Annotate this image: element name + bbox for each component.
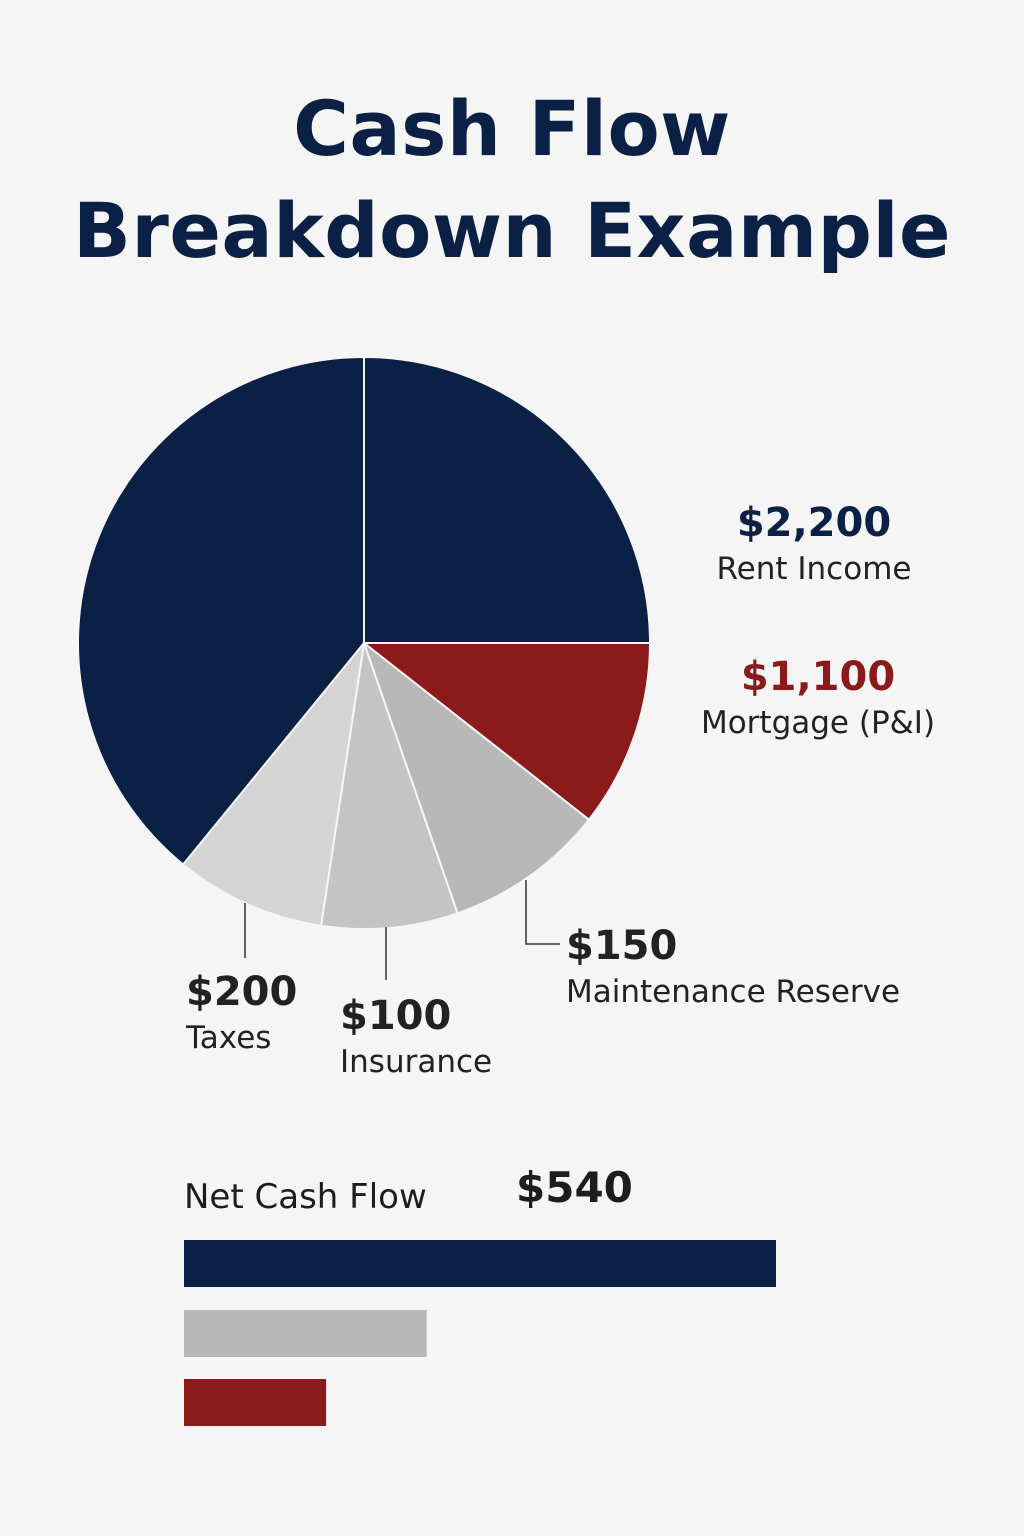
net-cash-flow-bars bbox=[184, 1240, 776, 1426]
slice-value: $200 bbox=[186, 969, 298, 1015]
slice-name: Insurance bbox=[340, 1044, 493, 1080]
pie-slice-mortgage bbox=[363, 642, 651, 821]
slice-value: $1,100 bbox=[740, 654, 896, 700]
slice-label-mortgage: $1,100 Mortgage (P&I) bbox=[684, 651, 952, 743]
leader-lines bbox=[244, 880, 560, 980]
leader-line-maintenance bbox=[525, 880, 560, 945]
pie-slice-insurance bbox=[320, 642, 459, 930]
slice-value: $2,200 bbox=[736, 500, 892, 546]
page-title: Cash Flow Breakdown Example bbox=[0, 78, 1024, 282]
pie-slice-rent-income bbox=[363, 356, 651, 644]
slice-name: Maintenance Reserve bbox=[566, 974, 901, 1010]
net-cash-flow-label: Net Cash Flow bbox=[184, 1177, 427, 1217]
pie-slice-taxes bbox=[182, 642, 365, 927]
slice-label-rent-income: $2,200 Rent Income bbox=[704, 497, 924, 589]
slice-value: $150 bbox=[566, 923, 678, 969]
slice-label-maintenance-reserve: $150 Maintenance Reserve bbox=[566, 920, 946, 1012]
net-cash-flow-value: $540 bbox=[516, 1163, 633, 1212]
title-line-1: Cash Flow bbox=[293, 84, 731, 173]
slice-value: $100 bbox=[340, 993, 452, 1039]
slice-name: Taxes bbox=[186, 1020, 272, 1056]
slice-name: Rent Income bbox=[716, 551, 912, 587]
slice-label-insurance: $100 Insurance bbox=[340, 990, 540, 1082]
slice-label-taxes: $200 Taxes bbox=[186, 966, 336, 1058]
pie-slice-rent-income-remainder bbox=[76, 356, 365, 866]
title-line-2: Breakdown Example bbox=[72, 186, 952, 275]
pie-slice-maintenance-reserve bbox=[363, 642, 590, 915]
slice-name: Mortgage (P&I) bbox=[700, 705, 936, 741]
pie-chart bbox=[76, 356, 651, 930]
net-cash-flow-bar-tertiary bbox=[184, 1379, 327, 1426]
net-cash-flow-bar-primary bbox=[184, 1240, 776, 1287]
net-cash-flow-bar-secondary bbox=[184, 1310, 427, 1357]
